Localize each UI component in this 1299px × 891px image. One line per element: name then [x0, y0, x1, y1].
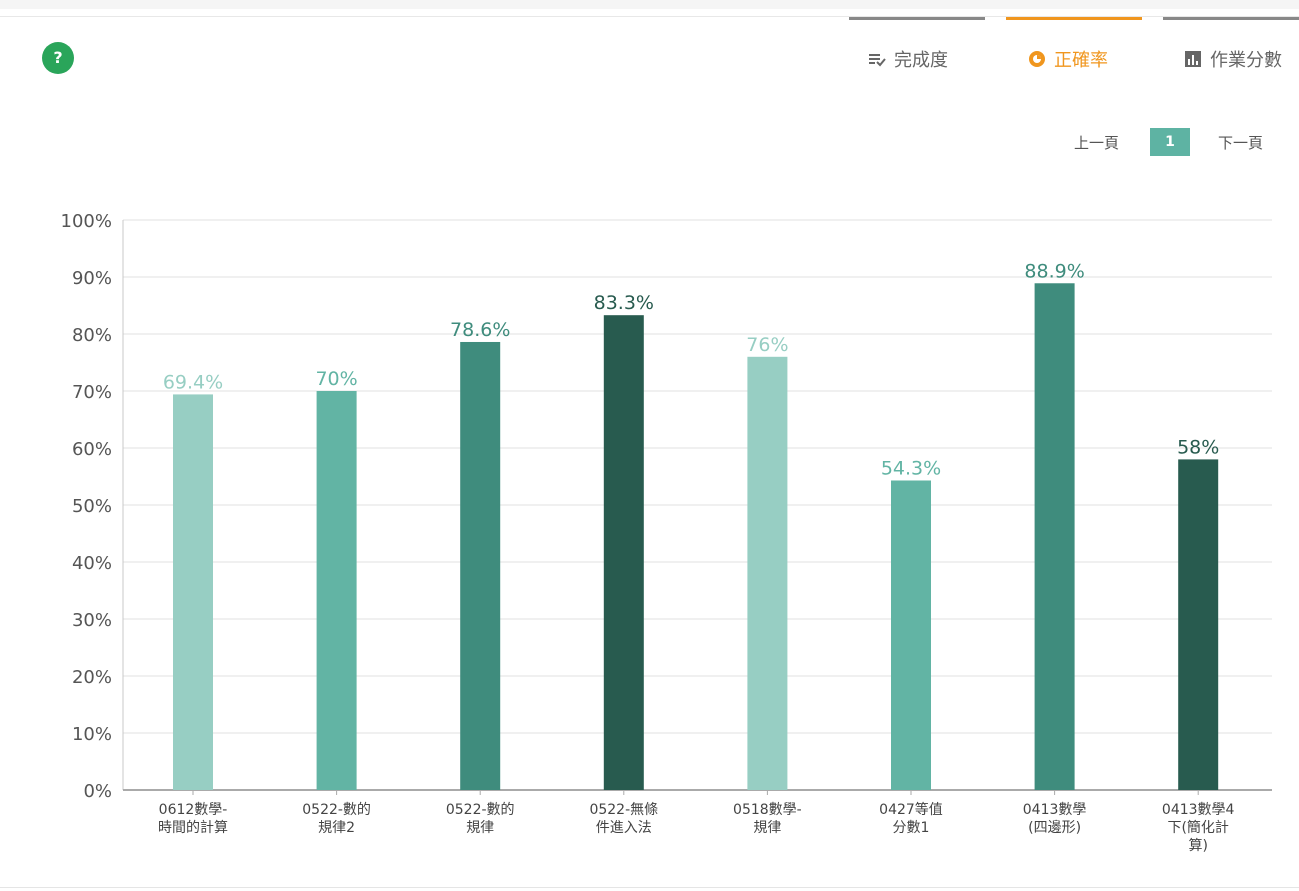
x-tick-label: 規律 — [753, 820, 781, 836]
y-tick-label: 10% — [72, 724, 112, 745]
tab-indicator-score — [1163, 17, 1299, 20]
data-label: 70% — [315, 368, 357, 390]
x-tick-label: 下(簡化計 — [1167, 820, 1228, 836]
y-tick-label: 0% — [83, 781, 112, 802]
x-tick-label: 分數1 — [893, 820, 930, 836]
bar — [173, 394, 213, 790]
tab-indicator-accuracy — [1006, 17, 1142, 20]
x-tick-label: 0522-數的 — [446, 802, 515, 818]
x-tick-label: 0522-數的 — [302, 802, 371, 818]
pie-icon — [1029, 51, 1045, 67]
bottom-divider — [0, 887, 1299, 888]
x-tick-label: 件進入法 — [596, 820, 652, 836]
data-label: 69.4% — [163, 371, 223, 393]
y-tick-label: 90% — [72, 268, 112, 289]
y-tick-label: 60% — [72, 439, 112, 460]
y-tick-label: 20% — [72, 667, 112, 688]
tab-completion-label: 完成度 — [894, 50, 948, 71]
help-button[interactable]: ? — [42, 42, 74, 74]
page-number-button[interactable]: 1 — [1150, 128, 1190, 156]
prev-page-link[interactable]: 上一頁 — [1074, 134, 1120, 152]
y-tick-label: 70% — [72, 382, 112, 403]
y-tick-label: 40% — [72, 553, 112, 574]
data-label: 76% — [746, 334, 788, 356]
top-divider — [0, 16, 1299, 17]
data-label: 58% — [1177, 436, 1219, 458]
tab-indicator-completion — [849, 17, 985, 20]
y-tick-label: 100% — [61, 211, 112, 232]
x-tick-label: 規律 — [466, 820, 494, 836]
bar — [891, 480, 931, 790]
x-tick-label: 算) — [1188, 838, 1207, 854]
x-tick-label: 時間的計算 — [158, 820, 228, 836]
y-tick-label: 30% — [72, 610, 112, 631]
x-tick-label: 0518數學- — [733, 802, 802, 818]
y-tick-label: 80% — [72, 325, 112, 346]
pagination: 上一頁 1 下一頁 — [1040, 128, 1280, 156]
next-page-link[interactable]: 下一頁 — [1218, 134, 1264, 152]
bar-chart-icon — [1185, 51, 1201, 67]
tab-score-label: 作業分數 — [1210, 50, 1282, 71]
data-label: 83.3% — [594, 292, 654, 314]
bar — [747, 356, 788, 790]
bar — [460, 341, 501, 790]
tab-score[interactable]: 作業分數 — [1184, 46, 1282, 72]
tab-completion[interactable]: 完成度 — [868, 46, 948, 72]
x-tick-label: 0413數學4 — [1162, 802, 1235, 818]
x-tick-label: 規律2 — [318, 820, 355, 836]
tab-accuracy[interactable]: 正確率 — [1028, 46, 1108, 72]
tab-accuracy-label: 正確率 — [1054, 50, 1108, 71]
y-tick-label: 50% — [72, 496, 112, 517]
top-bar — [0, 0, 1299, 9]
x-tick-label: 0413數學 — [1023, 802, 1087, 818]
bar — [1178, 459, 1219, 790]
bar — [316, 391, 357, 790]
data-label: 78.6% — [450, 319, 510, 341]
checklist-icon — [869, 54, 886, 67]
x-tick-label: 0427等值 — [879, 801, 943, 818]
bar — [603, 315, 644, 790]
data-label: 54.3% — [881, 457, 941, 479]
help-icon: ? — [53, 48, 63, 67]
x-tick-label: 0612數學- — [159, 802, 228, 818]
x-tick-label: 0522-無條 — [589, 802, 658, 818]
data-label: 88.9% — [1024, 260, 1084, 282]
bar — [1034, 283, 1075, 790]
x-tick-label: (四邊形) — [1028, 820, 1081, 836]
